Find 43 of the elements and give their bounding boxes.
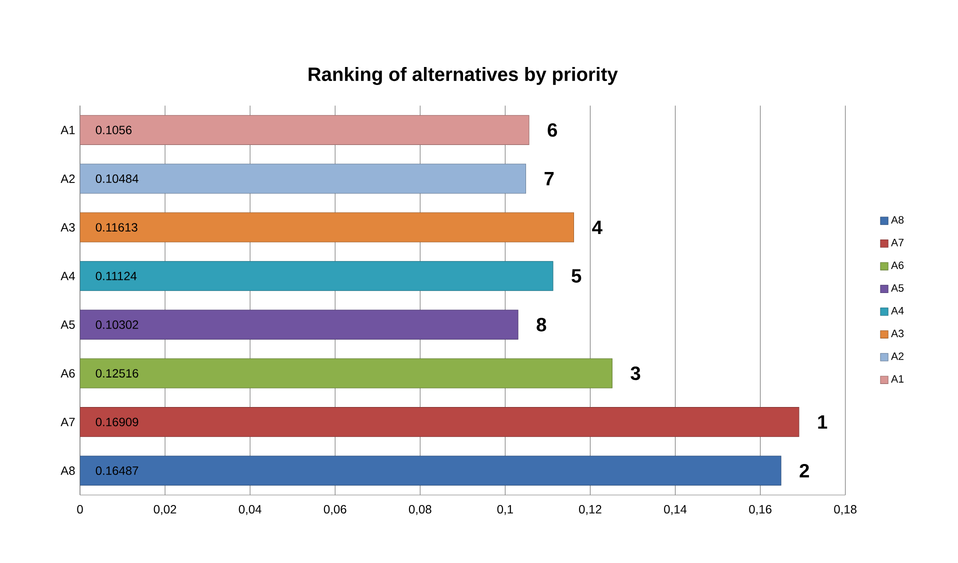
y-tick-label: A3	[60, 223, 75, 232]
data-label: 0.11613	[96, 223, 138, 232]
data-label: 0.1056	[96, 126, 132, 134]
annotation: 6	[548, 123, 558, 137]
data-label: 0.16909	[96, 418, 138, 426]
x-tick-label: 0,18	[834, 505, 856, 515]
x-tick-label: 0,08	[408, 505, 432, 515]
annotation: 2	[800, 464, 809, 478]
y-tick-label: A7	[60, 418, 75, 426]
legend-label: A2	[891, 352, 904, 360]
annotation: 8	[536, 318, 546, 332]
data-label: 0.11124	[96, 272, 137, 280]
x-tick-label: 0,04	[238, 505, 262, 515]
legend-label: A4	[891, 307, 904, 314]
annotation: 5	[572, 269, 582, 283]
x-tick-label: 0,16	[749, 505, 772, 515]
y-tick-label: A6	[60, 369, 75, 378]
data-label: 0.12516	[96, 369, 138, 378]
legend-label: A8	[891, 216, 904, 224]
y-tick-label: A2	[60, 174, 75, 183]
legend-label: A7	[891, 238, 904, 246]
legend-label: A5	[891, 284, 904, 292]
data-label: 0.16487	[96, 466, 138, 475]
annotation: 1	[818, 415, 828, 429]
y-tick-label: A8	[60, 466, 75, 475]
x-tick-label: 0,1	[497, 505, 513, 515]
y-tick-label: A1	[60, 126, 75, 134]
chart-title: Ranking of alternatives by priority	[308, 66, 618, 85]
x-tick-label: 0	[77, 505, 83, 514]
legend-label: A1	[891, 375, 904, 383]
x-tick-label: 0,14	[664, 505, 687, 515]
x-tick-label: 0,06	[324, 505, 346, 515]
annotation: 3	[630, 366, 640, 380]
data-label: 0.10484	[96, 174, 138, 183]
y-tick-label: A5	[60, 320, 75, 329]
legend-label: A6	[891, 262, 904, 270]
x-tick-label: 0,02	[154, 505, 176, 515]
annotation: 4	[592, 220, 602, 234]
annotation: 7	[544, 172, 554, 186]
data-label: 0.10302	[96, 320, 138, 329]
x-tick-label: 0,12	[579, 505, 602, 515]
y-tick-label: A4	[60, 272, 75, 280]
legend-label: A3	[891, 330, 904, 338]
